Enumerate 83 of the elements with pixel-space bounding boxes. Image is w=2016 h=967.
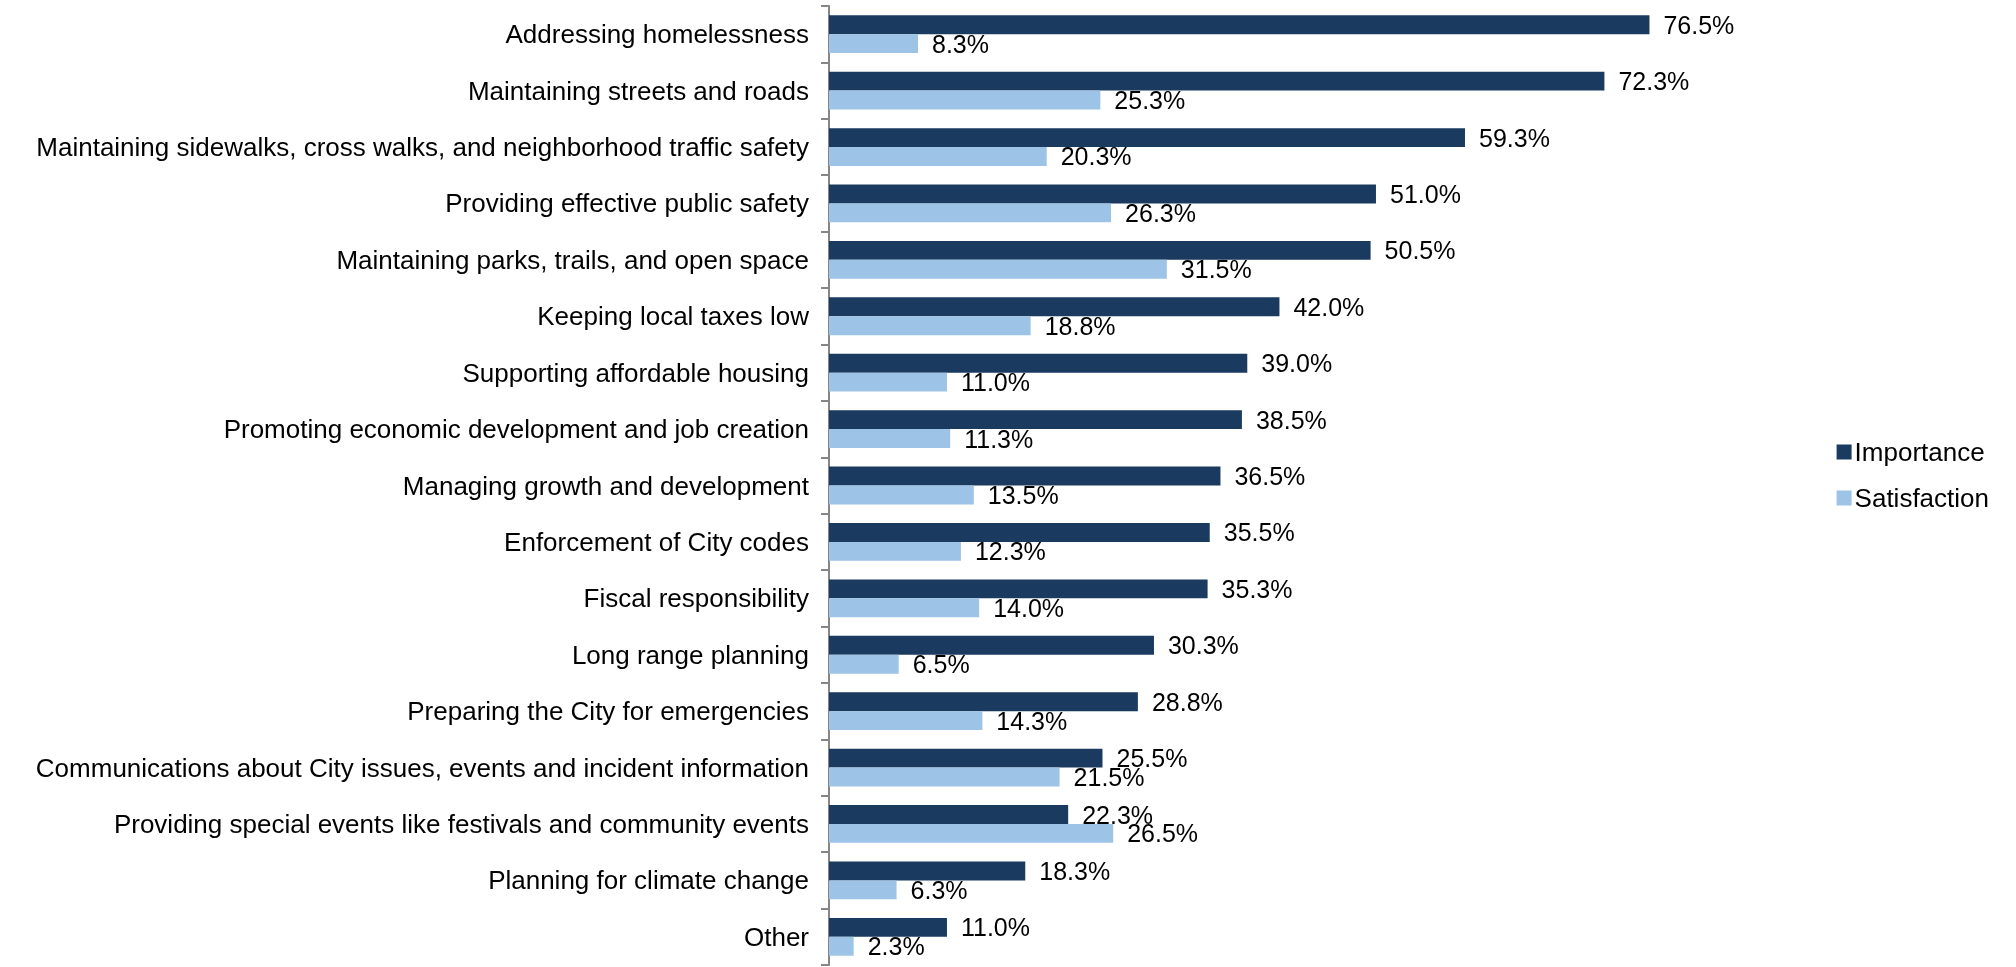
bar <box>829 823 1114 843</box>
y-tick-label: Promoting economic development and job creation <box>223 414 809 445</box>
legend-label: Importance <box>1854 437 1985 467</box>
bar <box>829 880 897 900</box>
data-label: 30.3% <box>1167 631 1239 660</box>
bar <box>829 184 1376 204</box>
bar <box>829 259 1167 279</box>
data-label: 36.5% <box>1234 462 1306 491</box>
bar <box>829 203 1112 223</box>
bar <box>829 767 1060 787</box>
y-tick-label: Planning for climate change <box>488 865 809 896</box>
y-tick-label: Preparing the City for emergencies <box>407 696 809 727</box>
bar <box>829 15 1650 35</box>
y-tick-label: Keeping local taxes low <box>537 301 810 332</box>
data-label: 11.3% <box>964 424 1034 453</box>
bar <box>829 805 1069 824</box>
data-label: 76.5% <box>1663 10 1735 39</box>
data-label: 31.5% <box>1180 255 1252 284</box>
data-label: 72.3% <box>1618 67 1690 96</box>
data-label: 14.3% <box>996 706 1068 735</box>
bar <box>829 410 1242 430</box>
bar <box>829 147 1047 166</box>
data-label: 11.0% <box>960 368 1031 397</box>
bar <box>829 917 947 937</box>
y-tick-label: Maintaining streets and roads <box>467 75 809 106</box>
bar <box>829 240 1371 260</box>
bar <box>829 523 1210 542</box>
bar <box>829 316 1031 336</box>
data-label: 50.5% <box>1384 236 1456 265</box>
y-tick-label: Communications about City issues, events and incident information <box>35 752 809 783</box>
data-label: 11.0% <box>960 913 1031 942</box>
legend-label: Satisfaction <box>1854 483 1989 513</box>
bar <box>829 598 980 618</box>
bar <box>829 34 919 54</box>
y-tick-label: Other <box>743 921 810 952</box>
bar <box>829 692 1138 712</box>
y-tick-label: Managing growth and development <box>402 470 810 501</box>
data-label: 39.0% <box>1261 349 1333 378</box>
data-label: 35.3% <box>1221 574 1293 603</box>
bar <box>829 353 1248 373</box>
data-label: 6.3% <box>910 875 968 904</box>
data-label: 13.5% <box>987 480 1059 509</box>
y-tick-label: Providing effective public safety <box>445 188 809 219</box>
data-label: 38.5% <box>1255 405 1327 434</box>
y-tick-label: Addressing homelessness <box>505 19 809 50</box>
bar <box>829 90 1101 110</box>
data-label: 51.0% <box>1389 179 1461 208</box>
data-label: 35.5% <box>1223 518 1295 547</box>
bar <box>829 128 1465 148</box>
y-tick-label: Maintaining parks, trails, and open space <box>336 244 809 275</box>
data-label: 26.3% <box>1125 198 1196 227</box>
data-label: 2.3% <box>867 932 925 961</box>
data-label: 42.0% <box>1293 292 1365 321</box>
bar <box>829 71 1605 91</box>
data-label: 18.3% <box>1039 856 1111 885</box>
bar <box>829 635 1154 655</box>
y-tick-label: Enforcement of City codes <box>504 526 809 557</box>
data-label: 59.3% <box>1478 123 1550 152</box>
y-tick-label: Supporting affordable housing <box>462 357 809 388</box>
bar <box>829 466 1221 486</box>
data-label: 8.3% <box>932 29 989 58</box>
data-label: 28.8% <box>1151 687 1223 716</box>
y-tick-label: Maintaining sidewalks, cross walks, and neighborhood traffic safety <box>36 132 809 163</box>
data-label: 14.0% <box>993 593 1065 622</box>
bar <box>829 711 983 731</box>
bar <box>829 861 1026 881</box>
bar <box>829 748 1103 768</box>
bar <box>829 372 947 392</box>
bar <box>829 485 974 505</box>
data-label: 25.3% <box>1114 86 1186 115</box>
y-tick-label: Long range planning <box>571 639 809 670</box>
bar <box>829 297 1280 317</box>
data-label: 12.3% <box>974 537 1046 566</box>
bar <box>829 541 961 561</box>
y-tick-label: Providing special events like festivals and community events <box>113 808 809 839</box>
y-tick-label: Fiscal responsibility <box>583 583 809 614</box>
bar <box>829 429 951 448</box>
data-label: 6.5% <box>912 650 970 679</box>
data-label: 18.8% <box>1044 311 1116 340</box>
bar <box>829 579 1208 599</box>
bar <box>829 936 854 956</box>
bar <box>829 654 899 674</box>
data-label: 20.3% <box>1060 142 1132 171</box>
